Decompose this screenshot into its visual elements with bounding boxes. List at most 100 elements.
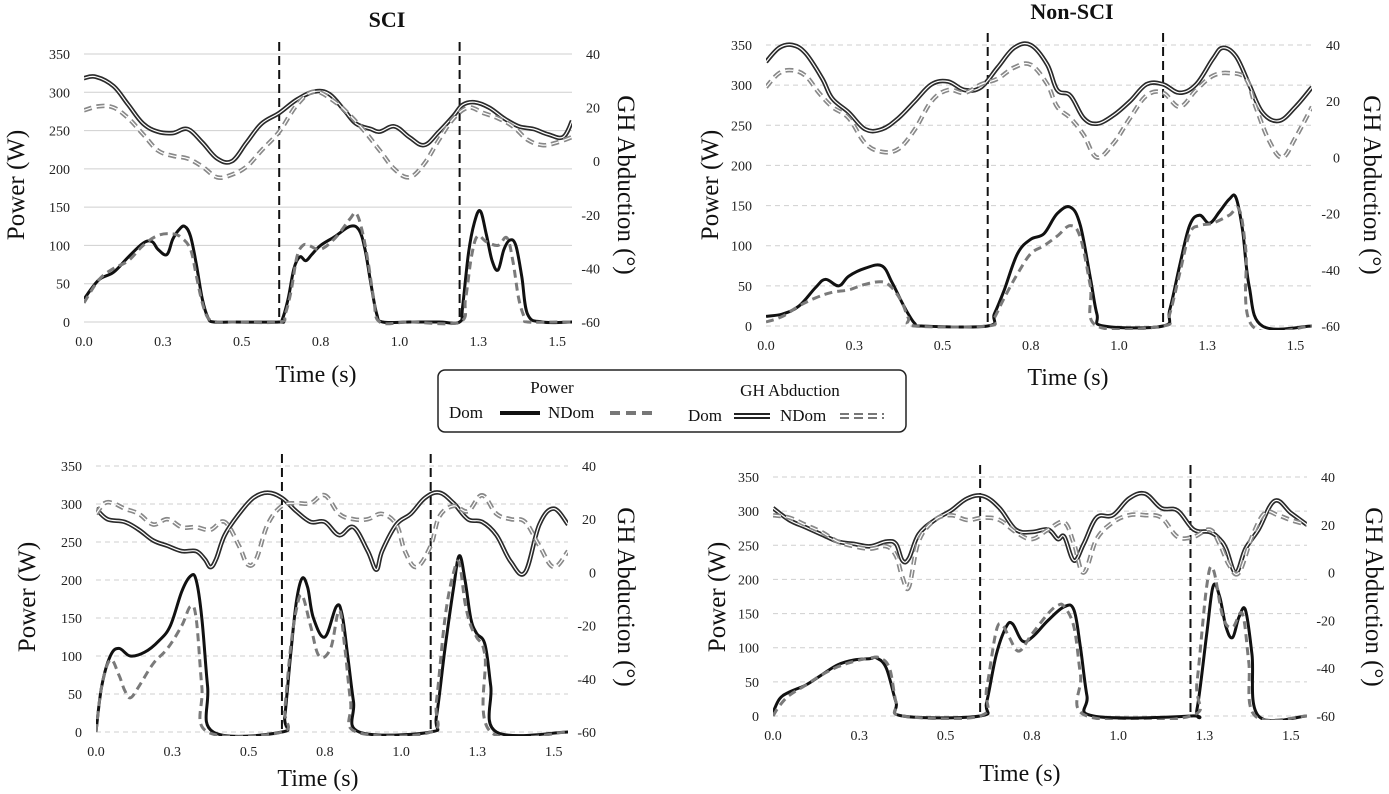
y-axis-ticks: 0 50 100 150 200 250 300 350 <box>731 39 752 335</box>
legend-gh-ndom-label: NDom <box>780 406 826 425</box>
y2-axis-ticks: -60 -40 -20 0 20 40 <box>1316 471 1335 725</box>
y-tick-label: 150 <box>61 612 82 627</box>
x-axis-label: Time (s) <box>277 766 358 792</box>
x-tick-label: 0.0 <box>75 335 93 350</box>
y2-tick-label: -20 <box>581 209 600 224</box>
x-tick-label: 0.8 <box>312 335 330 350</box>
x-tick-label: 0.3 <box>154 335 172 350</box>
series-line-power-ndom <box>773 565 1307 720</box>
series-gh-ndom <box>96 492 568 570</box>
y-tick-label: 350 <box>49 48 70 63</box>
y2-tick-label: -60 <box>1321 320 1340 335</box>
series-lines <box>96 490 568 736</box>
y2-tick-label: 0 <box>589 566 596 581</box>
y2-tick-label: -20 <box>577 620 596 635</box>
x-axis-ticks: 0.0 0.3 0.5 0.8 1.0 1.3 1.5 <box>764 729 1299 744</box>
y-tick-label: 150 <box>731 200 752 215</box>
y-axis-ticks: 0 50 100 150 200 250 300 350 <box>49 48 70 331</box>
y-tick-label: 100 <box>61 650 82 665</box>
series-line-power-dom <box>773 582 1307 720</box>
series-line-gh-ndom <box>96 494 568 568</box>
series-line-power-ndom <box>766 206 1312 330</box>
y2-tick-label: -40 <box>581 262 600 277</box>
series-lines <box>84 74 572 326</box>
x-axis-ticks: 0.0 0.3 0.5 0.8 1.0 1.3 1.5 <box>87 745 562 760</box>
y2-tick-label: -60 <box>1316 710 1335 725</box>
series-gh-dom <box>96 490 568 577</box>
y-tick-label: 200 <box>49 163 70 178</box>
x-tick-label: 0.8 <box>316 745 334 760</box>
series-line-gh-dom <box>766 42 1312 132</box>
chart-title: Non-SCI <box>1030 0 1113 24</box>
chart-title: SCI <box>369 7 406 32</box>
y-tick-label: 350 <box>731 39 752 54</box>
y2-tick-label: 0 <box>593 155 600 170</box>
y-axis-ticks: 0 50 100 150 200 250 300 350 <box>738 471 759 725</box>
legend-power-ndom-label: NDom <box>548 403 594 422</box>
y-tick-label: 100 <box>731 240 752 255</box>
legend-power-title: Power <box>530 378 574 397</box>
y-tick-label: 0 <box>752 710 759 725</box>
x-tick-label: 0.8 <box>1022 339 1040 354</box>
x-tick-label: 0.0 <box>757 339 775 354</box>
series-power-ndom <box>773 565 1307 720</box>
y2-axis-label: GH Abduction (°) <box>612 507 639 686</box>
series-lines <box>773 490 1307 720</box>
y2-tick-label: 20 <box>1326 95 1340 110</box>
series-gh-dom <box>773 490 1307 575</box>
x-tick-label: 0.5 <box>934 339 952 354</box>
y2-axis-label: GH Abduction (°) <box>612 95 639 274</box>
series-line-gh-dom <box>773 490 1307 575</box>
y-tick-label: 50 <box>56 278 70 293</box>
y2-tick-label: -40 <box>1321 264 1340 279</box>
series-line-power-ndom <box>84 211 572 326</box>
series-power-ndom <box>84 211 572 326</box>
x-tick-label: 0.3 <box>164 745 182 760</box>
series-line-gh-ndom <box>766 62 1312 159</box>
y-tick-label: 0 <box>75 726 82 741</box>
series-power-ndom <box>96 559 568 736</box>
chart-panel-bottom-left: 0 50 100 150 200 250 300 350 -60 -40 -20 0 20 40 0.0… <box>14 454 639 792</box>
y2-axis-label: GH Abduction (°) <box>1360 507 1387 686</box>
series-lines <box>766 41 1312 330</box>
cycle-dividers <box>280 454 432 732</box>
x-axis-ticks: 0.0 0.3 0.5 0.8 1.0 1.3 1.5 <box>75 335 566 350</box>
y2-axis-label: GH Abduction (°) <box>1358 95 1385 274</box>
x-tick-label: 0.0 <box>87 745 105 760</box>
x-tick-label: 1.5 <box>1287 339 1305 354</box>
y-tick-label: 0 <box>63 316 70 331</box>
y2-tick-label: 40 <box>586 48 600 63</box>
y2-tick-label: 20 <box>586 102 600 117</box>
y-tick-label: 200 <box>731 159 752 174</box>
y-tick-label: 0 <box>745 320 752 335</box>
chart-panel-bottom-right: 0 50 100 150 200 250 300 350 -60 -40 -20 0 20 40 0.0… <box>704 465 1387 787</box>
x-axis-label: Time (s) <box>275 362 356 388</box>
y2-tick-label: -60 <box>581 316 600 331</box>
x-axis-label: Time (s) <box>979 761 1060 787</box>
x-tick-label: 1.3 <box>470 335 488 350</box>
y2-axis-ticks: -60 -40 -20 0 20 40 <box>577 460 596 741</box>
x-axis-ticks: 0.0 0.3 0.5 0.8 1.0 1.3 1.5 <box>757 339 1304 354</box>
y-axis-label: Power (W) <box>3 130 30 240</box>
x-tick-label: 0.5 <box>937 729 955 744</box>
y2-tick-label: -40 <box>577 673 596 688</box>
series-power-ndom <box>766 206 1312 330</box>
cycle-dividers <box>278 42 461 322</box>
x-tick-label: 0.3 <box>851 729 869 744</box>
x-tick-label: 1.3 <box>469 745 487 760</box>
series-gh-ndom <box>773 509 1307 592</box>
y-tick-label: 150 <box>49 201 70 216</box>
y2-tick-label: -40 <box>1316 662 1335 677</box>
series-line-gh-dom <box>96 491 568 576</box>
y-tick-label: 300 <box>49 86 70 101</box>
x-tick-label: 0.8 <box>1023 729 1041 744</box>
x-tick-label: 1.5 <box>548 335 566 350</box>
y-tick-label: 350 <box>61 460 82 475</box>
y-tick-label: 100 <box>49 239 70 254</box>
y-axis-label: Power (W) <box>14 542 41 652</box>
y-tick-label: 50 <box>745 676 759 691</box>
x-tick-label: 1.3 <box>1196 729 1214 744</box>
x-tick-label: 0.0 <box>764 729 782 744</box>
